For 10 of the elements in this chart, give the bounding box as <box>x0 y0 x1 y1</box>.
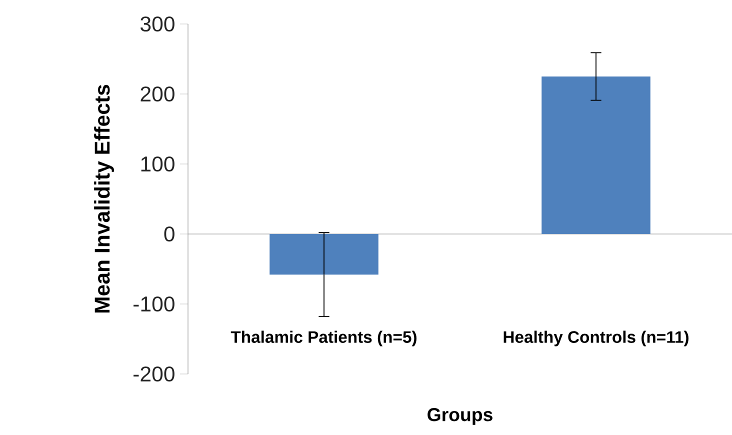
y-tick-label: -100 <box>134 296 174 312</box>
x-tick-label: Healthy Controls (n=11) <box>504 330 688 346</box>
x-axis-title: Groups <box>428 408 492 425</box>
y-tick-label: -200 <box>134 366 174 382</box>
x-tick-label: Thalamic Patients (n=5) <box>230 330 416 346</box>
y-tick-label: 100 <box>141 156 174 172</box>
y-tick-label: 300 <box>140 16 174 32</box>
y-tick-label: 0 <box>164 226 174 242</box>
y-axis-title: Mean Invalidity Effects <box>94 84 114 313</box>
y-tick-label: 200 <box>140 86 174 102</box>
